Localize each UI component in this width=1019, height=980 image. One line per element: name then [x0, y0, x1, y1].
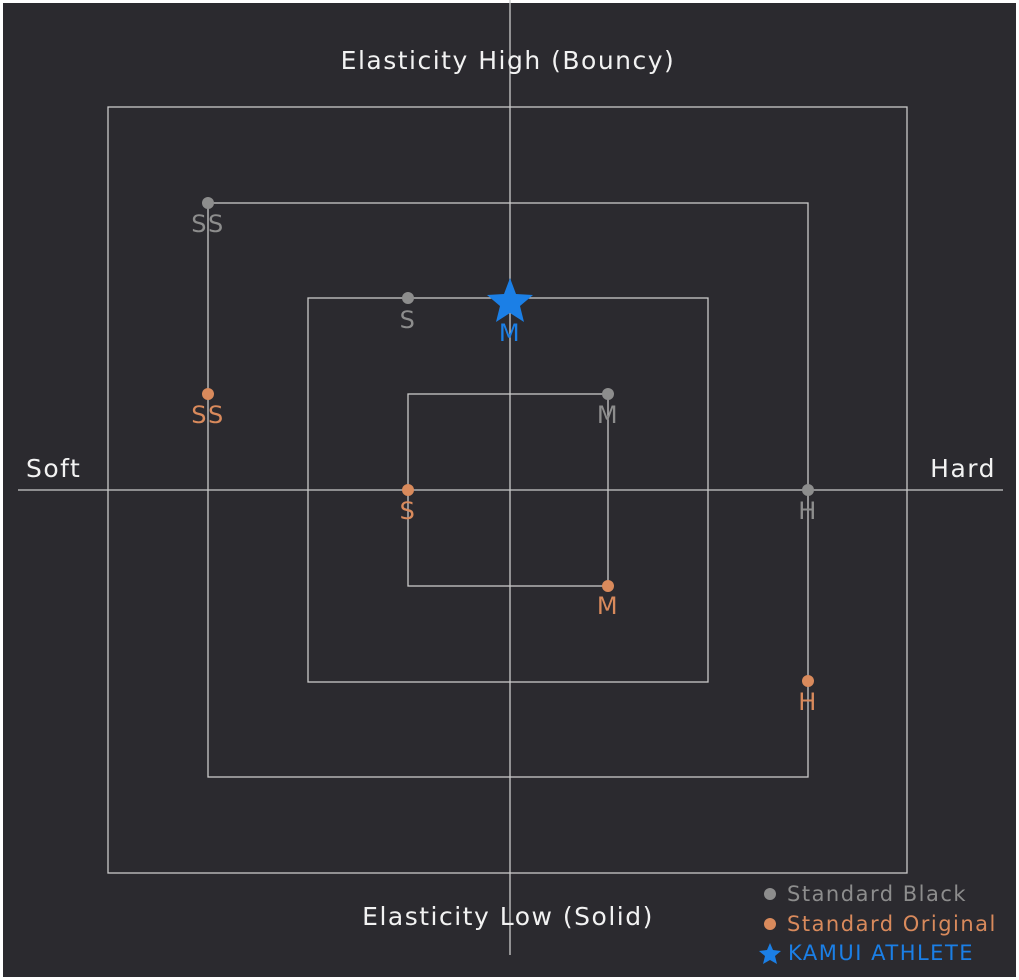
point	[402, 292, 414, 304]
point-label: S	[400, 497, 417, 525]
legend-marker	[764, 888, 776, 900]
point-label: SS	[191, 210, 224, 238]
point-label: M	[499, 319, 521, 347]
point	[802, 484, 814, 496]
point	[202, 388, 214, 400]
legend-marker	[764, 918, 776, 930]
point	[602, 580, 614, 592]
legend-marker	[759, 943, 781, 964]
axis-label: Soft	[26, 454, 81, 483]
point-label: H	[798, 688, 818, 716]
star-point	[487, 278, 533, 322]
point-label: H	[798, 497, 818, 525]
legend-label: KAMUI ATHLETE	[788, 941, 974, 965]
point	[802, 675, 814, 687]
point	[202, 197, 214, 209]
point	[402, 484, 414, 496]
legend-label: Standard Original	[787, 912, 997, 936]
point-label: S	[400, 306, 417, 334]
axis-label: Elasticity Low (Solid)	[362, 902, 654, 931]
point-label: M	[597, 401, 619, 429]
axis-label: Elasticity High (Bouncy)	[341, 46, 676, 75]
point-label: M	[597, 592, 619, 620]
point	[602, 388, 614, 400]
legend-label: Standard Black	[787, 882, 967, 906]
axis-label: Hard	[930, 454, 996, 483]
point-label: SS	[191, 401, 224, 429]
